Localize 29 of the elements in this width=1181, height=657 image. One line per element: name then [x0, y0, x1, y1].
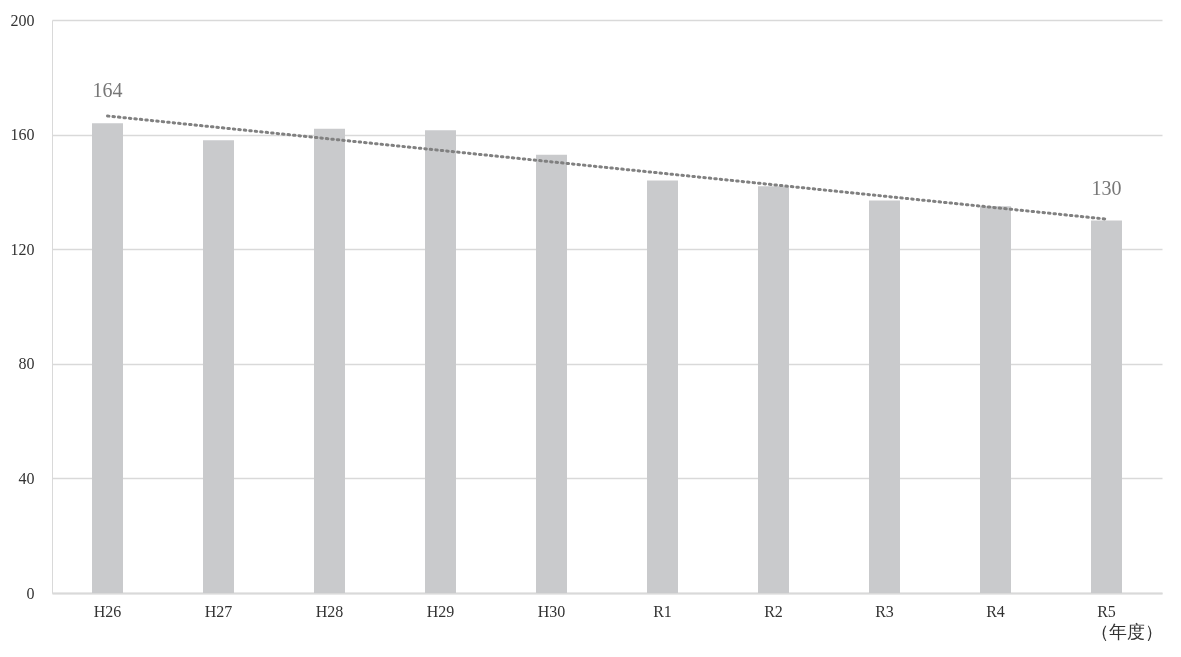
x-tick-label: R2 [764, 602, 783, 620]
x-tick-label: R4 [986, 602, 1005, 620]
y-tick-label: 160 [10, 126, 35, 144]
data-label: 130 [1091, 176, 1122, 199]
bar [536, 154, 567, 593]
bar [1091, 220, 1122, 593]
bar [980, 206, 1011, 593]
y-tick-label: 0 [26, 584, 35, 602]
x-tick-label: H26 [93, 602, 122, 620]
bar [92, 123, 123, 593]
x-tick-label: R5 [1097, 602, 1116, 620]
y-tick-label: 120 [10, 240, 35, 258]
x-tick-label: H27 [204, 602, 233, 620]
bar [425, 130, 456, 593]
x-tick-label: R1 [653, 602, 672, 620]
x-tick-label: H30 [537, 602, 566, 620]
bar [314, 128, 345, 593]
bar [647, 180, 678, 593]
y-tick-label: 80 [18, 355, 35, 373]
x-tick-label: H28 [315, 602, 344, 620]
bar [869, 200, 900, 593]
data-label: 164 [92, 79, 123, 102]
bar [758, 186, 789, 593]
x-axis-title: （年度） [1090, 621, 1163, 642]
bar [203, 140, 234, 593]
y-tick-label: 200 [10, 11, 35, 29]
x-tick-label: H29 [426, 602, 455, 620]
y-tick-label: 40 [18, 469, 35, 487]
x-tick-label: R3 [875, 602, 894, 620]
